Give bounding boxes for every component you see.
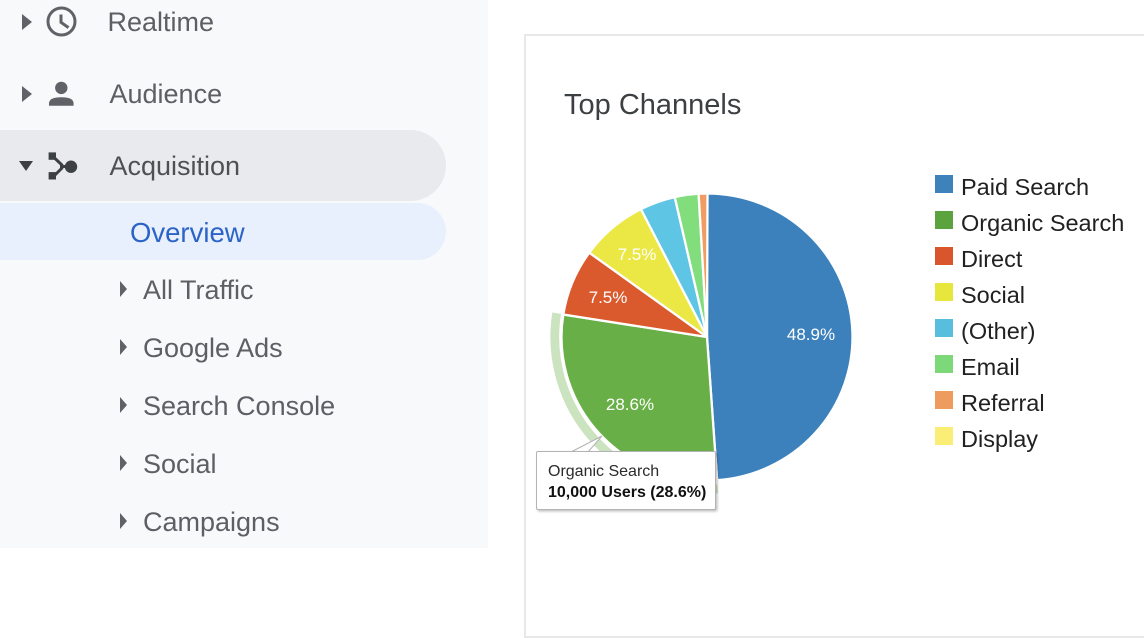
svg-text:7.5%: 7.5% [589, 288, 628, 307]
svg-text:28.6%: 28.6% [606, 395, 654, 414]
svg-text:48.9%: 48.9% [787, 325, 835, 344]
svg-text:7.5%: 7.5% [618, 245, 657, 264]
